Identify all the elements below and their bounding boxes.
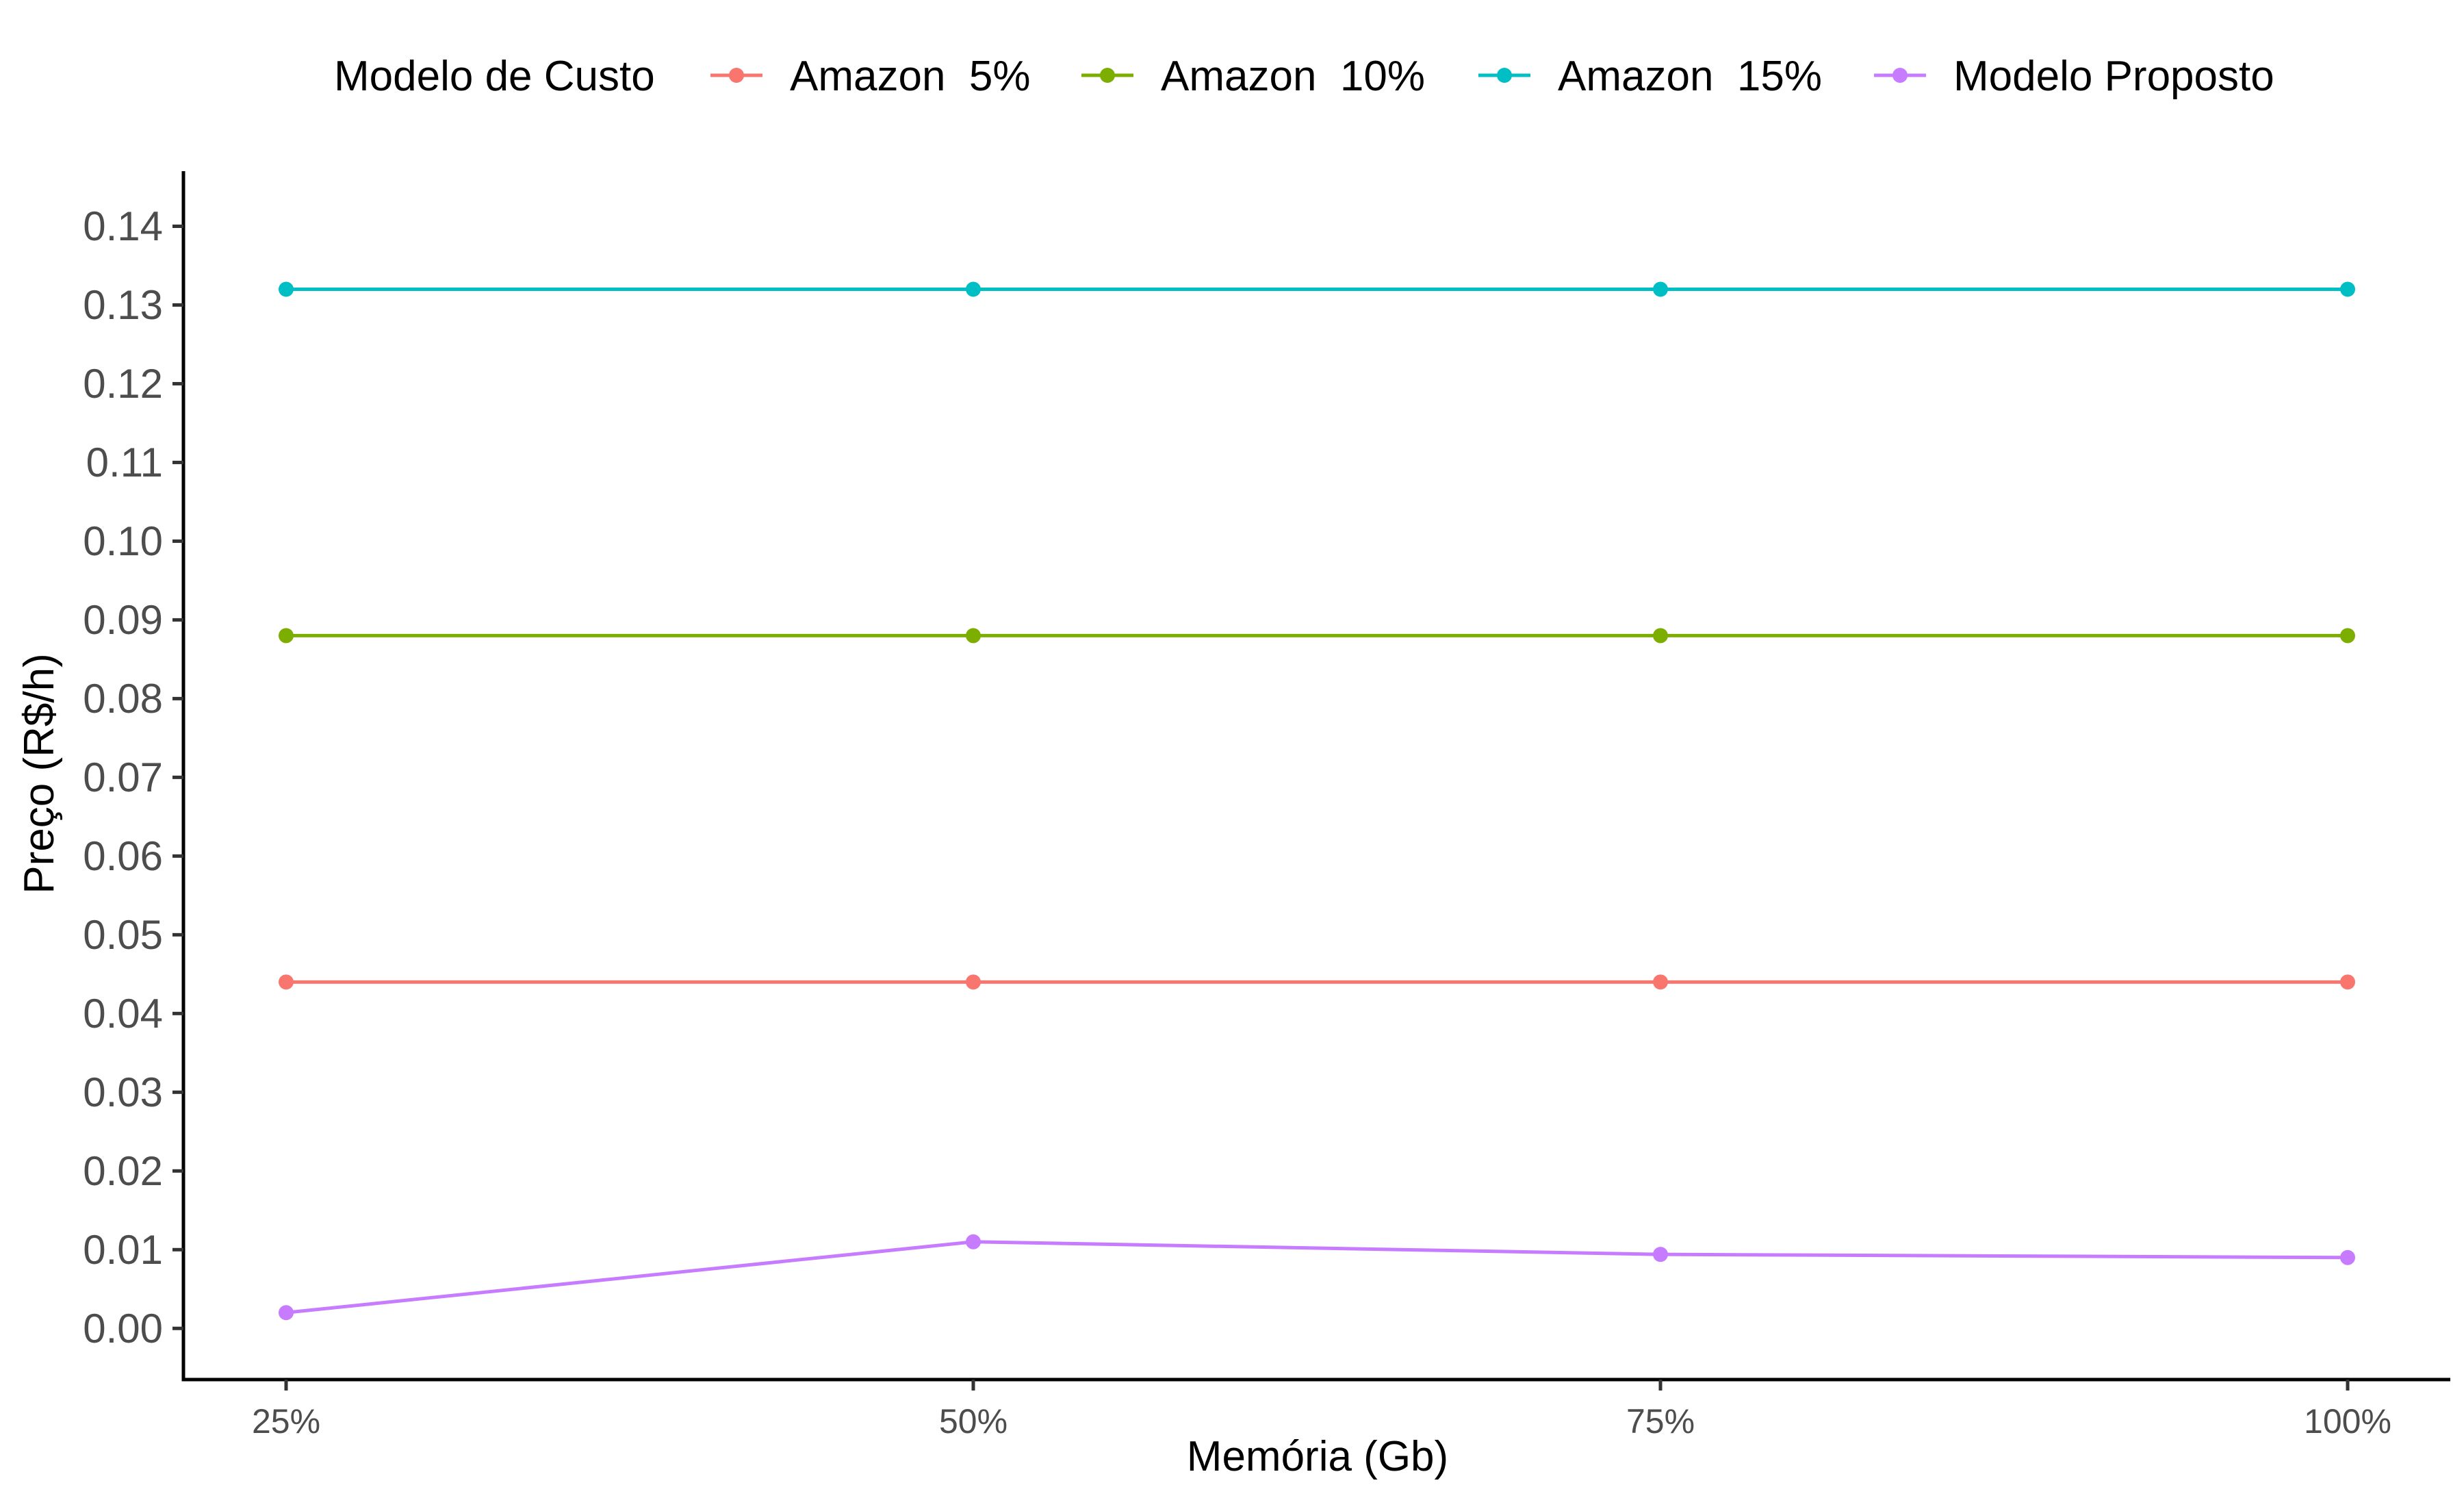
y-tick-label: 0.04 (83, 991, 163, 1037)
x-axis-title: Memória (Gb) (1187, 1433, 1448, 1480)
legend-label: Amazon 5% (790, 53, 1031, 100)
data-point (279, 281, 294, 297)
y-tick-label: 0.13 (83, 282, 163, 328)
legend-title: Modelo de Custo (334, 53, 655, 100)
y-tick-label: 0.01 (83, 1227, 163, 1273)
legend: Modelo de Custo Amazon 5% Amazon 10% Amazo… (334, 53, 2274, 100)
y-tick-label: 0.14 (83, 203, 163, 249)
data-point (2340, 1249, 2355, 1265)
data-point (966, 281, 981, 297)
y-tick-label: 0.05 (83, 912, 163, 958)
data-point (966, 1234, 981, 1249)
y-tick-label: 0.02 (83, 1148, 163, 1194)
data-point (966, 974, 981, 990)
y-tick-label: 0.10 (83, 518, 163, 564)
data-point (2340, 628, 2355, 644)
data-point (2340, 974, 2355, 990)
data-point (1653, 281, 1668, 297)
y-tick-label: 0.07 (83, 754, 163, 800)
y-tick-label: 0.03 (83, 1069, 163, 1115)
y-axis-title: Preço (R$/h) (16, 653, 63, 893)
series-line-4 (285, 1240, 2348, 1315)
y-tick-label: 0.08 (83, 676, 163, 722)
data-point (2340, 281, 2355, 297)
legend-key-point (1100, 68, 1115, 83)
legend-key-point (1892, 68, 1908, 83)
legend-label: Modelo Proposto (1953, 53, 2274, 100)
y-tick-label: 0.11 (86, 440, 163, 485)
x-tick-label: 100% (2304, 1402, 2391, 1440)
legend-key-point (729, 68, 744, 83)
x-tick-label: 50% (939, 1402, 1008, 1440)
legend-label: Amazon 15% (1558, 53, 1822, 100)
y-tick-label: 0.00 (83, 1306, 163, 1351)
x-tick-label: 25% (252, 1402, 320, 1440)
y-tick-label: 0.06 (83, 833, 163, 879)
y-tick-label: 0.12 (83, 361, 163, 407)
data-point (279, 1305, 294, 1321)
data-point (279, 974, 294, 990)
data-point (1653, 628, 1668, 644)
y-tick-label: 0.09 (83, 597, 163, 643)
data-point (966, 628, 981, 644)
data-point (279, 628, 294, 644)
plot-area: 0.00 0.01 0.02 0.03 0.04 0.05 0.06 0.07 0.08 0.09… (83, 171, 2450, 1440)
legend-key-point (1497, 68, 1512, 83)
x-tick-label: 75% (1626, 1402, 1695, 1440)
data-point (1653, 1247, 1668, 1262)
legend-label: Amazon 10% (1161, 53, 1425, 100)
data-point (1653, 974, 1668, 990)
